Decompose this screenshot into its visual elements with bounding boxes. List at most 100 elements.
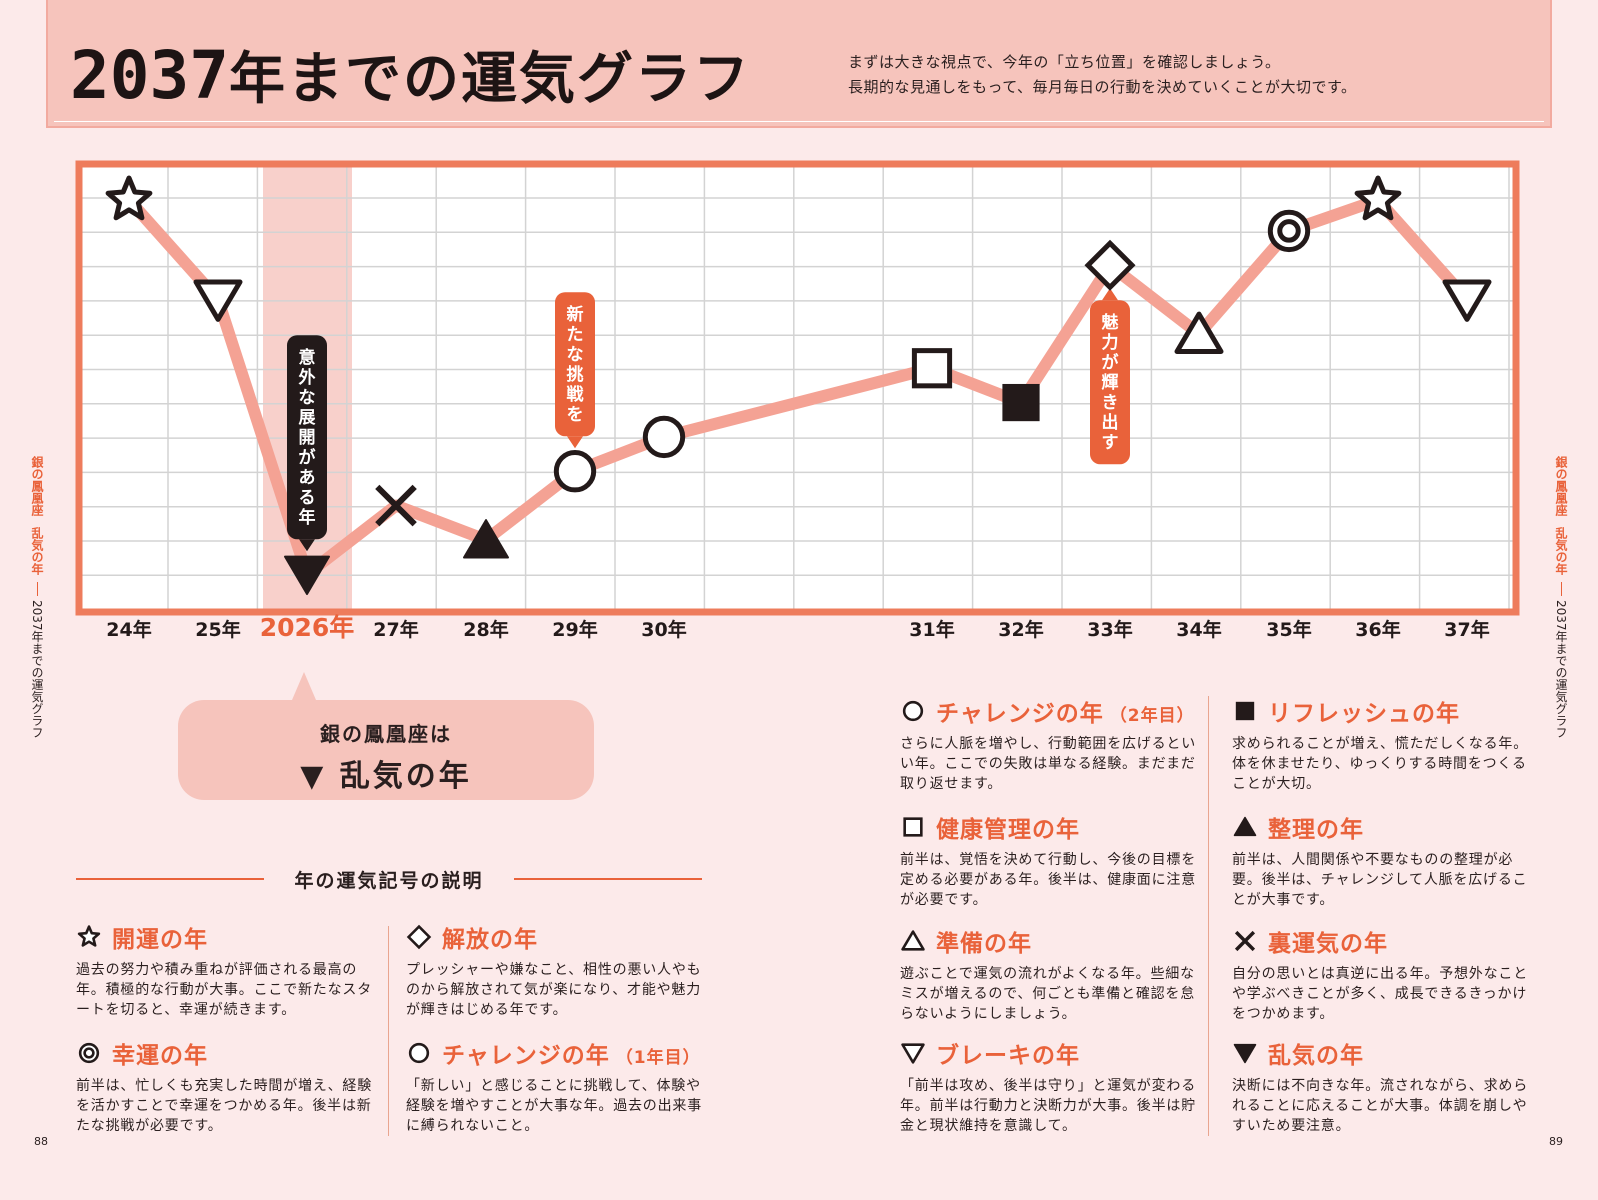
annotation-char: 出 (1102, 412, 1119, 433)
x-tick-label: 31年 (909, 618, 954, 641)
annotation-char: 開 (299, 428, 316, 448)
legend-description: 自分の思いとは真逆に出る年。予想外なことや学ぶべきことが多く、成長できるきっかけ… (1232, 966, 1528, 1022)
legend-heading: 整理の年 (1232, 812, 1528, 843)
annotation-char: 展 (299, 408, 316, 428)
annotation-char: 力 (1102, 332, 1119, 353)
annotation-char: が (299, 447, 316, 468)
annotation-char: あ (299, 468, 316, 488)
data-point-triangle-down-open (193, 279, 243, 322)
circle-icon (408, 1042, 430, 1064)
legend-item: チャレンジの年 （1年目） 「新しい」と感じることに挑戦して、体験や経験を増やすこと… (406, 1038, 706, 1136)
legend-title: チャレンジの年 （2年目） (936, 701, 1195, 727)
annotation-char: 輝 (1102, 373, 1119, 393)
legend-heading: 解放の年 (406, 922, 706, 953)
circle-shape (902, 700, 924, 722)
page-number-right: 89 (1549, 1135, 1563, 1148)
legend-subtitle: （2年目） (1109, 706, 1195, 726)
data-point-triangle-up-open (1174, 311, 1224, 354)
legend-description: 求められることが増え、慌ただしくなる年。体を休ませたり、ゆっくりする時間をつくる… (1232, 736, 1528, 792)
star-icon (77, 925, 101, 947)
data-point-diamond (1084, 239, 1136, 291)
square-filled-icon (1235, 701, 1255, 721)
data-point-star (1354, 175, 1402, 221)
legend-item: リフレッシュの年求められることが増え、慌ただしくなる年。体を休ませたり、ゆっくり… (1232, 696, 1528, 794)
legend-description: 決断には不向きな年。流されながら、求められることに応えることが大事。体調を崩しや… (1232, 1078, 1528, 1134)
data-point-triangle-up-filled (463, 519, 509, 559)
legend-section-title: 年の運気記号の説明 (76, 866, 702, 893)
annotation-char: た (567, 325, 584, 345)
legend-title: ブレーキの年 (936, 1043, 1080, 1069)
annotation-bubble (287, 335, 327, 540)
triangle-down-icon: ▼ (300, 759, 327, 794)
annotation-char: な (567, 345, 584, 365)
triangle-up-open-icon (901, 930, 925, 951)
x-tick-label: 35年 (1266, 618, 1311, 641)
legend-heading: 準備の年 (900, 926, 1196, 957)
annotation-char: を (567, 405, 584, 425)
annotation-char: 年 (299, 507, 316, 528)
legend-title: 健康管理の年 (936, 817, 1080, 843)
side-fortune-right: 乱気の年 (1554, 527, 1568, 575)
legend-heading: 乱気の年 (1232, 1038, 1528, 1069)
triangle-up-open-shape (901, 930, 925, 951)
legend-heading: 幸運の年 (76, 1038, 376, 1069)
square-filled-shape (1235, 701, 1255, 721)
annotation-char: 外 (299, 367, 316, 388)
header-banner (46, 0, 1552, 128)
side-sign-right: 銀の鳳凰座 (1554, 456, 1568, 516)
legend-heading: リフレッシュの年 (1232, 696, 1528, 727)
legend-item: ブレーキの年 「前半は攻め、後半は守り」と運気が変わる年。前半は行動力と決断力が大… (900, 1038, 1196, 1136)
legend-item: 準備の年 遊ぶことで運気の流れがよくなる年。些細なミスが増えるので、何ごとも準備と… (900, 926, 1196, 1024)
legend-title: リフレッシュの年 (1268, 701, 1460, 727)
circle-icon (902, 700, 924, 722)
current-year-callout: 銀の鳳凰座は ▼ 乱気の年 (178, 672, 594, 800)
page-number-left: 88 (34, 1135, 48, 1148)
callout-sign: 銀の鳳凰座は (320, 722, 452, 746)
annotation-char: 魅 (1102, 312, 1119, 333)
legend-heading: チャレンジの年 （1年目） (406, 1038, 706, 1069)
triangle-down-filled-shape (1233, 1043, 1257, 1064)
annotation-tip (567, 436, 583, 449)
callout-fortune-text: 乱気の年 (339, 759, 472, 794)
cross-icon (1234, 930, 1256, 952)
annotation-char: 新 (567, 304, 584, 325)
data-point-circle (553, 450, 597, 493)
x-tick-label: 34年 (1176, 618, 1221, 641)
page-title: 2037年までの運気グラフ (70, 37, 751, 114)
data-point-triangle-down-filled (284, 555, 330, 596)
annotation-char: 戦 (567, 384, 585, 405)
star-shape (77, 925, 101, 947)
data-point-square-filled (1002, 383, 1040, 422)
annotation-char: き (1102, 393, 1119, 413)
annotation-char: す (1102, 433, 1119, 453)
side-label-right: 銀の鳳凰座 乱気の年 2037年までの運気グラフ (1551, 456, 1571, 742)
legend-item: 開運の年 過去の努力や積み重ねが評価される最高の年。積極的な行動が大事。ここで新た… (76, 922, 376, 1020)
triangle-down-open-shape (901, 1043, 925, 1064)
diamond-shape (406, 924, 432, 950)
legend-divider (388, 926, 389, 1136)
x-tick-label: 24年 (106, 618, 151, 641)
triangle-up-filled-icon (1233, 816, 1257, 837)
legend-heading: 開運の年 (76, 922, 376, 953)
side-sign: 銀の鳳凰座 (30, 456, 44, 516)
x-tick-label: 30年 (641, 618, 686, 641)
data-point-cross (375, 484, 417, 527)
x-tick-label: 29年 (552, 618, 597, 641)
legend-description: プレッシャーや嫌なこと、相性の悪い人やものから解放されて気が楽になり、才能や魅力… (406, 962, 702, 1018)
side-chapter: 2037年までの運気グラフ (30, 600, 44, 739)
annotation-char: 意 (299, 347, 316, 368)
legend-item: 健康管理の年 前半は、覚悟を決めて行動し、今後の目標を定める必要がある年。後半は、… (900, 812, 1196, 910)
intro-line-2: 長期的な見通しをもって、毎月毎日の行動を決めていくことが大切です。 (848, 78, 1357, 96)
legend-heading: 裏運気の年 (1232, 926, 1528, 957)
x-tick-label: 33年 (1087, 618, 1132, 641)
x-tick-label: 37年 (1444, 618, 1489, 641)
legend-title: 乱気の年 (1268, 1043, 1364, 1069)
annotation-char: 挑 (567, 364, 584, 385)
annotation-tip (299, 539, 315, 552)
legend-heading: チャレンジの年 （2年目） (900, 696, 1196, 727)
intro-text: まずは大きな視点で、今年の「立ち位置」を確認しましょう。 長期的な見通しをもって… (848, 50, 1357, 100)
legend-item: 整理の年 前半は、人間関係や不要なものの整理が必要。後半は、チャレンジして人脈を広… (1232, 812, 1528, 910)
